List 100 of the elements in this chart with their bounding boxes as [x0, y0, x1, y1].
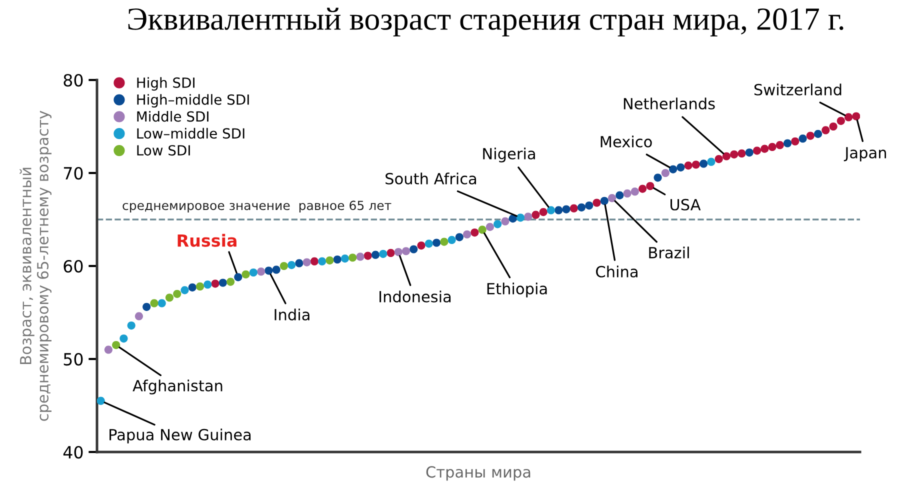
point — [455, 233, 464, 242]
point — [234, 273, 242, 282]
point — [326, 256, 334, 264]
annotation: South Africa — [386, 172, 476, 184]
point — [424, 240, 433, 248]
legend-label: Low–middle SDI — [137, 128, 244, 139]
point — [356, 252, 364, 261]
point — [218, 278, 227, 287]
point — [340, 254, 350, 263]
annotation: Mexico — [600, 136, 652, 148]
point — [463, 230, 472, 238]
point — [158, 299, 166, 308]
point — [577, 203, 586, 212]
point — [532, 210, 540, 219]
annotation: China — [596, 266, 638, 278]
point — [760, 144, 769, 153]
point — [97, 396, 105, 405]
ref-line-label: среднемировое значение равное 65 лет — [122, 200, 392, 213]
point — [333, 255, 342, 264]
point — [120, 334, 128, 343]
point — [562, 205, 570, 214]
point — [516, 214, 525, 222]
point — [417, 241, 426, 250]
point — [752, 146, 762, 155]
point — [768, 142, 776, 152]
point — [730, 150, 738, 158]
point — [524, 212, 532, 221]
point — [623, 189, 632, 198]
point — [211, 280, 220, 288]
y-tick-label: 80 — [64, 74, 83, 87]
point — [486, 222, 494, 231]
point — [386, 248, 395, 258]
point — [242, 270, 250, 278]
point — [814, 130, 822, 138]
point — [776, 141, 784, 150]
point — [654, 174, 662, 182]
point — [646, 182, 654, 190]
point — [180, 286, 189, 294]
point — [196, 282, 204, 291]
point — [798, 134, 807, 143]
y-tick-label: 70 — [64, 166, 83, 180]
point — [302, 258, 311, 266]
y-tick-label: 50 — [64, 352, 83, 366]
annotation: USA — [670, 198, 701, 210]
point — [700, 160, 708, 168]
y-axis-title: Возраст, эквивалентный среднемировому 65-летнему возрасту — [20, 110, 52, 421]
point — [676, 163, 685, 172]
point — [707, 158, 716, 166]
point — [348, 254, 357, 262]
point — [272, 266, 280, 274]
annotation: Japan — [844, 147, 886, 162]
y-tick-label: 40 — [63, 446, 83, 459]
point — [104, 346, 112, 354]
point — [288, 261, 296, 270]
point — [280, 262, 288, 270]
point — [546, 206, 556, 214]
point — [379, 250, 388, 258]
point — [494, 220, 502, 228]
point — [783, 139, 792, 148]
point — [127, 321, 136, 330]
point — [844, 113, 853, 122]
point — [204, 280, 212, 289]
point — [829, 122, 838, 131]
annotation: Papua New Guinea — [110, 428, 251, 444]
point — [173, 290, 182, 298]
point — [134, 312, 144, 320]
point — [806, 132, 814, 140]
point — [226, 278, 235, 286]
point — [608, 194, 616, 202]
point — [852, 112, 860, 120]
point — [592, 198, 601, 207]
point — [264, 266, 273, 275]
annotation: Nigeria — [483, 148, 535, 162]
point — [554, 206, 563, 214]
point — [150, 299, 158, 308]
annotation: Brazil — [649, 246, 689, 258]
point — [630, 188, 639, 196]
point — [470, 228, 479, 237]
legend-label: Low SDI — [137, 145, 190, 156]
point — [738, 149, 746, 158]
point — [822, 126, 830, 134]
point — [570, 204, 578, 212]
annotation: Switzerland — [754, 84, 842, 96]
point — [478, 226, 486, 234]
point — [791, 137, 800, 146]
point — [402, 247, 410, 256]
point — [112, 341, 120, 350]
point — [371, 250, 380, 259]
point — [188, 283, 196, 292]
point — [638, 184, 647, 193]
annotation: India — [274, 308, 310, 320]
point — [364, 252, 372, 260]
annotation: Indonesia — [380, 290, 451, 302]
point — [722, 152, 731, 160]
point — [249, 268, 258, 277]
annotation: Russia — [178, 234, 236, 247]
point — [410, 245, 418, 254]
point — [394, 248, 402, 256]
legend-label: Middle SDI — [137, 111, 208, 122]
point — [661, 168, 670, 178]
